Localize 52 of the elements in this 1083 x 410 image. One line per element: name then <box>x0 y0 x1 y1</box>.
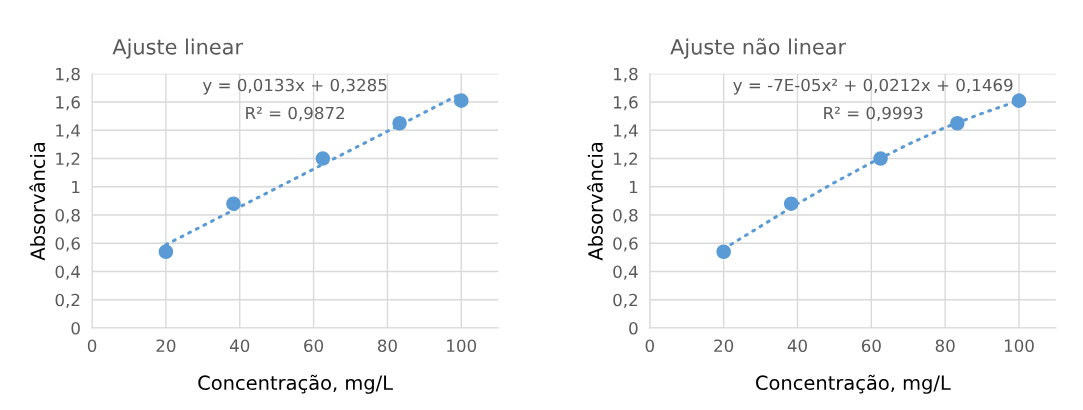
y-tick-label: 1,8 <box>56 67 80 83</box>
point <box>158 244 174 260</box>
y-tick-label: 1,6 <box>614 96 638 111</box>
y-tick-label: 1 <box>72 180 80 194</box>
y-tick-label: 1,6 <box>56 96 80 111</box>
x-tick-label: 100 <box>1004 339 1034 353</box>
annotation: R² = 0,9872 <box>246 106 345 122</box>
annotation: R² = 0,9993 <box>824 106 923 122</box>
y-tick-label: 0,4 <box>613 265 638 280</box>
y-tick-label: 0 <box>629 321 638 335</box>
x-tick-label: 40 <box>229 339 250 353</box>
x-tick-label: 20 <box>156 339 176 353</box>
y-tick-label: 0,8 <box>613 208 638 224</box>
x-tick-label: 100 <box>447 339 477 353</box>
x-tick-label: 80 <box>935 339 955 353</box>
x-tick-label: 60 <box>861 339 881 353</box>
y-tick-label: 0,8 <box>55 208 80 224</box>
y-tick-label: 1,4 <box>56 124 81 139</box>
point <box>783 196 799 212</box>
x-tick-label: 80 <box>377 339 397 353</box>
point <box>716 244 731 260</box>
chart-title: Ajuste não linear <box>670 38 847 59</box>
point <box>453 93 469 108</box>
x-tick-label: 60 <box>304 339 324 353</box>
x-axis-title: Concentração, mg/L <box>198 374 393 394</box>
x-axis-title: Concentração, mg/L <box>756 374 951 394</box>
y-tick-label: 0 <box>71 321 80 335</box>
y-tick-label: 0,6 <box>55 237 80 252</box>
y-tick-label: 0,2 <box>55 293 80 309</box>
point <box>392 115 407 131</box>
annotation: y = 0,0133x + 0,3285 <box>202 78 387 95</box>
chart-title: Ajuste linear <box>112 38 243 59</box>
point <box>1011 93 1027 108</box>
x-tick-label: 40 <box>787 339 807 353</box>
point <box>226 196 241 212</box>
x-tick-label: 20 <box>714 339 734 353</box>
y-tick-label: 1,2 <box>56 152 80 167</box>
y-tick-label: 0,4 <box>55 265 81 280</box>
y-tick-label: 0,2 <box>613 293 638 309</box>
y-tick-label: 1,8 <box>614 67 638 83</box>
point <box>315 151 331 166</box>
annotation: y = -7E-05x² + 0,0212x + 0,1469 <box>733 78 1013 95</box>
point <box>950 115 965 131</box>
x-tick-label: 0 <box>87 339 97 353</box>
y-tick-label: 1,2 <box>614 152 638 167</box>
y-tick-label: 0,6 <box>613 237 638 252</box>
point <box>873 151 888 166</box>
x-tick-label: 0 <box>645 339 654 353</box>
y-axis-title: Absorvância <box>587 142 603 261</box>
y-tick-label: 1 <box>629 180 638 194</box>
y-tick-label: 1,4 <box>614 124 638 139</box>
y-axis-title: Absorvância <box>29 142 46 261</box>
